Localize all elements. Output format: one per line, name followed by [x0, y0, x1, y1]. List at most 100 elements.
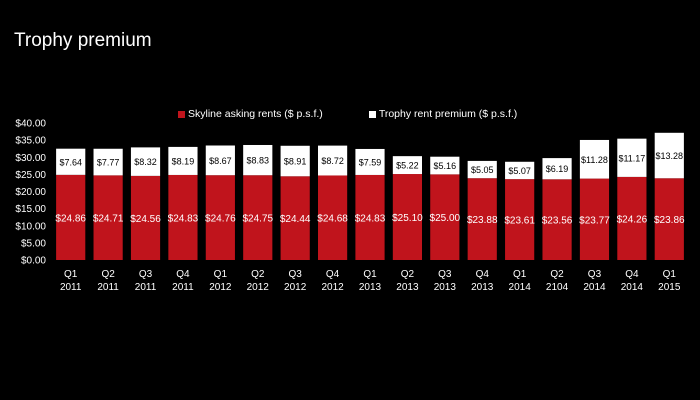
x-tick-label-year: 2013 — [396, 282, 419, 293]
chart-title: Trophy premium — [14, 30, 152, 51]
x-tick-label-year: 2011 — [135, 282, 157, 293]
data-label-trophy: $8.91 — [284, 157, 307, 167]
bar-skyline — [317, 175, 348, 260]
x-tick-label-year: 2013 — [359, 282, 382, 293]
data-label-skyline: $24.76 — [205, 214, 236, 225]
x-tick-label-quarter: Q2 — [251, 269, 265, 280]
legend-item-skyline: Skyline asking rents ($ p.s.f.) — [178, 108, 323, 120]
bar-trophy-premium — [542, 158, 572, 180]
data-label-trophy: $5.05 — [471, 165, 494, 175]
bar-trophy-premium — [654, 132, 684, 179]
data-label-trophy: $13.28 — [656, 151, 684, 161]
bar-trophy-premium — [617, 138, 647, 177]
bar-skyline — [168, 174, 198, 260]
data-label-skyline: $23.61 — [504, 216, 535, 227]
x-tick-label-year: 2014 — [509, 282, 532, 293]
bar-skyline — [56, 174, 86, 260]
data-label-trophy: $8.83 — [246, 156, 269, 166]
data-label-skyline: $25.00 — [430, 213, 461, 224]
bar-skyline — [205, 175, 235, 260]
bar-skyline — [243, 175, 273, 260]
y-tick-label: $35.00 — [15, 136, 46, 147]
data-label-skyline: $24.86 — [55, 213, 86, 224]
bar-trophy-premium — [317, 145, 348, 176]
data-label-skyline: $23.88 — [467, 215, 498, 226]
legend-item-trophy: Trophy rent premium ($ p.s.f.) — [368, 108, 518, 120]
bar-trophy-premium — [355, 148, 385, 175]
y-tick-label: $10.00 — [15, 221, 46, 232]
x-tick-label-quarter: Q1 — [214, 269, 228, 280]
legend: Skyline asking rents ($ p.s.f.) Trophy r… — [178, 108, 517, 120]
bar-trophy-premium — [579, 139, 610, 179]
bar-skyline — [654, 178, 684, 260]
x-tick-label-quarter: Q1 — [64, 269, 78, 280]
y-tick-label: $5.00 — [21, 238, 46, 249]
data-label-trophy: $11.17 — [618, 153, 645, 163]
bar-trophy-premium — [430, 156, 460, 175]
x-tick-label-quarter: Q2 — [550, 269, 564, 280]
bar-skyline — [542, 179, 572, 260]
data-label-trophy: $8.32 — [134, 157, 157, 167]
bar-skyline — [355, 174, 385, 260]
data-label-skyline: $24.83 — [355, 213, 386, 224]
x-tick-label-quarter: Q4 — [625, 269, 639, 280]
data-label-skyline: $23.86 — [654, 215, 685, 226]
data-label-skyline: $23.56 — [542, 216, 573, 227]
y-tick-label: $30.00 — [15, 153, 46, 164]
x-tick-label-quarter: Q3 — [588, 269, 602, 280]
x-tick-label-year: 2012 — [284, 282, 307, 293]
x-tick-label-quarter: Q3 — [139, 269, 153, 280]
data-label-trophy: $5.07 — [508, 166, 531, 176]
x-tick-label-year: 2012 — [321, 282, 344, 293]
data-label-skyline: $24.75 — [242, 214, 273, 225]
bar-trophy-premium — [392, 156, 423, 175]
data-label-skyline: $24.68 — [317, 214, 348, 225]
x-tick-label-year: 2012 — [247, 282, 270, 293]
y-tick-label: $0.00 — [21, 256, 46, 267]
data-label-skyline: $24.26 — [617, 214, 648, 225]
bar-trophy-premium — [467, 160, 497, 179]
x-tick-label-quarter: Q3 — [438, 269, 452, 280]
y-tick-label: $15.00 — [15, 204, 46, 215]
x-tick-label-quarter: Q3 — [289, 269, 303, 280]
x-tick-label-year: 2104 — [546, 282, 569, 293]
x-tick-label-year: 2011 — [172, 282, 194, 293]
x-tick-label-quarter: Q4 — [476, 269, 490, 280]
data-label-trophy: $7.77 — [97, 158, 120, 168]
bar-skyline — [505, 179, 535, 260]
bar-trophy-premium — [205, 145, 235, 176]
data-label-trophy: $7.64 — [59, 157, 82, 167]
x-tick-label-quarter: Q1 — [363, 269, 377, 280]
bar-trophy-premium — [505, 161, 535, 180]
data-label-skyline: $24.44 — [280, 214, 311, 225]
bar-skyline — [93, 175, 123, 260]
bar-trophy-premium — [168, 146, 198, 175]
x-tick-label-year: 2014 — [583, 282, 606, 293]
data-label-trophy: $8.67 — [209, 156, 232, 166]
x-tick-label-year: 2011 — [60, 282, 82, 293]
data-label-trophy: $5.22 — [396, 161, 419, 171]
data-label-trophy: $6.19 — [546, 164, 569, 174]
bar-trophy-premium — [56, 148, 86, 175]
data-label-skyline: $25.10 — [392, 213, 423, 224]
y-tick-label: $40.00 — [15, 119, 46, 130]
data-label-trophy: $5.16 — [434, 161, 457, 171]
y-tick-label: $20.00 — [15, 187, 46, 198]
data-label-trophy: $8.72 — [321, 156, 344, 166]
bar-skyline — [280, 176, 310, 260]
x-tick-label-quarter: Q1 — [663, 269, 677, 280]
x-tick-label-year: 2013 — [434, 282, 457, 293]
bar-skyline — [617, 176, 647, 260]
bar-skyline — [130, 175, 161, 260]
data-label-trophy: $8.19 — [172, 156, 195, 166]
bar-trophy-premium — [93, 148, 123, 176]
legend-label-trophy: Trophy rent premium ($ p.s.f.) — [378, 108, 518, 120]
x-tick-label-year: 2012 — [209, 282, 232, 293]
bar-trophy-premium — [280, 145, 310, 177]
bar-trophy-premium — [130, 147, 161, 176]
data-label-trophy: $7.59 — [359, 157, 382, 167]
bar-skyline — [467, 178, 497, 260]
x-tick-label-quarter: Q2 — [101, 269, 115, 280]
